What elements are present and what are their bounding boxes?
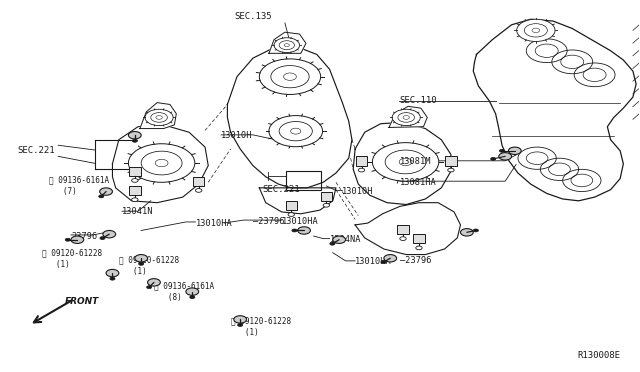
Circle shape [106,269,119,277]
Circle shape [145,109,173,126]
Text: 23796: 23796 [71,231,97,241]
Circle shape [103,231,116,238]
Text: 13010H: 13010H [221,131,253,141]
Circle shape [156,159,168,167]
Circle shape [416,246,422,250]
Circle shape [99,195,104,198]
Circle shape [129,144,195,182]
Circle shape [333,236,346,243]
Circle shape [71,236,84,243]
Circle shape [139,262,144,265]
Circle shape [448,168,454,172]
Polygon shape [227,47,352,188]
Circle shape [381,261,386,264]
Circle shape [474,229,479,232]
Text: SEC.221: SEC.221 [262,185,300,194]
Text: 13041N: 13041N [122,208,154,217]
Polygon shape [259,188,336,214]
Polygon shape [355,203,461,254]
Bar [193,177,204,186]
Circle shape [132,179,138,182]
Circle shape [291,128,301,134]
Bar [321,192,332,201]
Circle shape [292,229,297,232]
Text: 13010HA: 13010HA [282,217,319,226]
Circle shape [288,213,294,217]
Circle shape [298,227,310,234]
Polygon shape [269,32,306,53]
Text: 13081M: 13081M [400,157,431,166]
Circle shape [147,286,152,289]
Circle shape [358,168,365,172]
Bar [285,201,297,210]
Circle shape [132,198,138,202]
Circle shape [461,229,473,236]
Bar [285,171,321,190]
Circle shape [186,288,198,295]
Circle shape [516,19,555,41]
Circle shape [148,279,161,286]
Circle shape [65,238,70,241]
Text: —23796: —23796 [400,256,431,265]
Circle shape [403,116,410,119]
Circle shape [323,203,330,207]
Circle shape [399,158,412,166]
Bar [356,156,367,166]
Circle shape [532,28,540,33]
Polygon shape [473,19,636,201]
Polygon shape [140,103,176,129]
Bar [445,156,457,166]
Text: 13010H: 13010H [342,187,374,196]
Circle shape [274,38,300,52]
Circle shape [491,157,496,160]
Text: Ⓑ 09120-61228
   (1): Ⓑ 09120-61228 (1) [119,255,179,276]
Circle shape [499,153,511,160]
Circle shape [384,254,397,262]
Circle shape [195,189,202,192]
Circle shape [330,242,335,245]
Circle shape [499,149,504,152]
Text: R130008E: R130008E [577,351,620,360]
Text: FRONT: FRONT [65,298,99,307]
Circle shape [135,254,148,262]
Circle shape [132,139,138,142]
Text: Ⓑ 09120-61228
   (1): Ⓑ 09120-61228 (1) [230,317,291,337]
Circle shape [234,316,246,323]
Circle shape [284,44,289,46]
Bar [397,225,409,234]
Text: Ⓑ 09120-61228
   (1): Ⓑ 09120-61228 (1) [42,248,102,269]
Circle shape [392,109,420,126]
Text: Ⓑ 09136-6161A
   (7): Ⓑ 09136-6161A (7) [49,176,109,196]
Bar [129,167,141,176]
Circle shape [400,237,406,240]
Circle shape [129,132,141,139]
Bar [413,234,425,243]
Circle shape [100,237,105,240]
Text: 13010HA: 13010HA [195,219,232,228]
Polygon shape [113,125,208,203]
Circle shape [237,324,243,327]
Text: SEC.110: SEC.110 [400,96,438,105]
Circle shape [284,73,296,80]
Circle shape [269,116,323,147]
Text: 13081HA: 13081HA [400,178,436,187]
Bar [129,186,141,195]
Text: 13010HA: 13010HA [355,257,392,266]
Circle shape [156,116,163,119]
Polygon shape [353,122,451,205]
Text: SEC.221: SEC.221 [17,146,55,155]
Circle shape [508,147,521,154]
Circle shape [259,59,321,94]
Polygon shape [389,106,428,128]
Text: SEC.135: SEC.135 [234,12,272,21]
Circle shape [100,188,113,195]
Circle shape [189,296,195,299]
Text: —23796: —23796 [253,217,284,226]
Text: Ⓑ 09136-6161A
   (8): Ⓑ 09136-6161A (8) [154,281,214,302]
Circle shape [110,277,115,280]
Circle shape [372,142,439,181]
Text: 1304NA: 1304NA [330,235,361,244]
